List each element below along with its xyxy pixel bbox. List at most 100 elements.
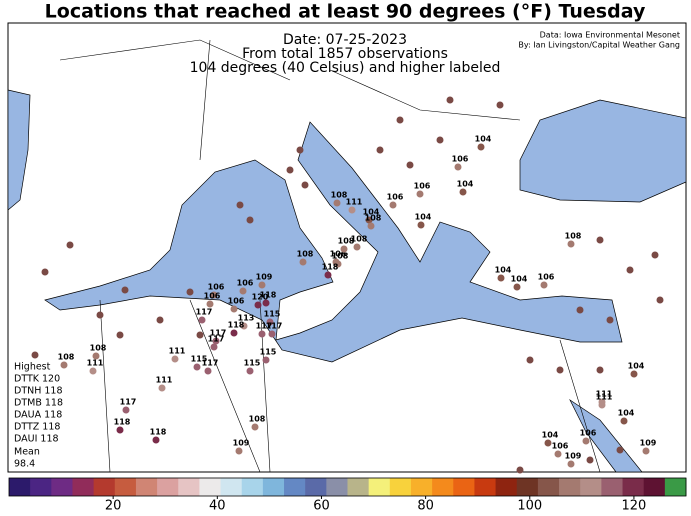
colorbar-swatch [453,478,475,496]
station-label: 117 [202,359,219,368]
station-label: 109 [565,452,582,461]
station-dot [96,311,104,319]
colorbar-swatch [643,478,666,496]
colorbar-swatch [241,478,264,496]
stats-entry: DTMB 118 [14,398,63,409]
station-dot [324,271,332,279]
mean-value: 98.4 [14,459,35,470]
colorbar-swatch [516,478,539,496]
station-dot [416,190,424,198]
colorbar-swatch [262,478,285,496]
station-dot [230,329,238,337]
colorbar-swatch [664,478,687,496]
station-label: 111 [156,376,173,385]
station-dot [544,439,552,447]
station-dot [365,216,373,224]
station-label: 108 [338,237,355,246]
colorbar-tick-label: 120 [622,499,647,514]
station-dot [116,331,124,339]
station-dot [606,316,614,324]
station-dot [396,116,404,124]
black-sea [519,99,687,203]
station-dot [204,367,212,375]
station-label: 108 [58,353,75,362]
station-dot [186,288,194,296]
station-dot [642,447,650,455]
station-dot [656,296,664,304]
station-label: 111 [346,198,363,207]
station-dot [333,199,341,207]
station-dot [299,258,307,266]
station-dot [210,291,218,299]
station-dot [268,330,276,338]
colorbar-swatch [622,478,645,496]
station-label: 108 [332,252,349,261]
station-label: 108 [90,344,107,353]
station-dot [576,306,584,314]
station-dot [41,268,49,276]
station-dot [348,206,356,214]
station-dot [332,258,340,266]
station-label: 111 [596,390,613,399]
colorbar-swatch [114,478,137,496]
station-label: 106 [414,182,431,191]
atlantic [7,89,31,211]
station-label: 104 [457,180,474,189]
station-label: 106 [208,283,225,292]
station-dot [171,355,179,363]
station-label: 104 [628,362,645,371]
station-label: 117 [256,322,273,331]
station-label: 108 [297,250,314,259]
colorbar-swatch [347,478,370,496]
station-label: 118 [228,321,245,330]
station-label: 118 [260,291,277,300]
colorbar-tick-label: 20 [105,499,122,514]
colorbar-swatch [601,478,624,496]
colorbar-swatch [537,478,560,496]
colorbar-swatch [157,478,179,496]
station-dot [526,356,534,364]
station-dot [198,316,206,324]
station-dot [497,274,505,282]
station-dot [417,221,425,229]
station-label: 117 [266,322,283,331]
colorbar-frame [8,477,687,497]
stats-entry: DAUA 118 [14,410,62,421]
station-dot [60,361,68,369]
station-dot [206,300,214,308]
station-label: 117 [196,308,213,317]
station-label: 115 [260,348,277,357]
station-dot [389,201,397,209]
station-label: 106 [538,273,555,282]
station-dot [406,161,414,169]
colorbar-swatch [559,478,581,496]
station-dot [630,370,638,378]
station-dot [540,281,548,289]
station-label: 117 [120,398,137,407]
credit: By: Ian Livingston/Capital Weather Gang [518,41,680,50]
station-label: 111 [87,359,104,368]
title: Locations that reached at least 90 degre… [45,1,646,23]
colorbar-swatch [495,478,518,496]
station-dot [436,136,444,144]
colorbar-tick-label: 80 [417,499,434,514]
station-dot [210,343,218,351]
station-label: 106 [580,429,597,438]
station-dot [258,330,266,338]
station-label: 108 [351,235,368,244]
station-dot [477,143,485,151]
station-dot [296,146,304,154]
station-label: 104 [495,266,512,275]
station-dot [246,367,254,375]
station-label: 106 [387,193,404,202]
station-label: 118 [322,263,339,272]
stats-entry: DAUI 118 [14,434,59,445]
station-label: 106 [452,155,469,164]
colorbar-tick-label: 100 [517,499,542,514]
station-label: 108 [565,232,582,241]
station-dot [236,201,244,209]
station-dot [556,366,564,374]
station-dot [301,181,309,189]
colorbar-swatch [51,478,73,496]
station-dot [266,318,274,326]
